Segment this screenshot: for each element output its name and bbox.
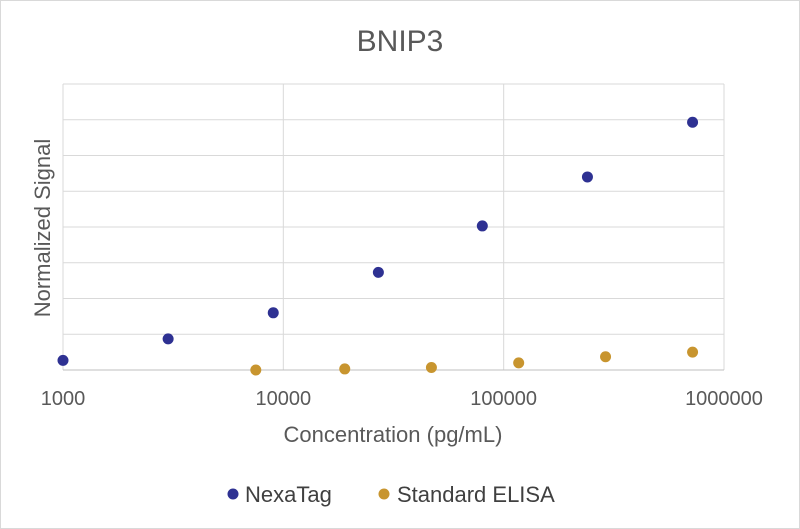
y-axis-title: Normalized Signal <box>30 139 55 318</box>
data-point <box>339 363 351 375</box>
data-point <box>476 220 488 232</box>
legend-label-standard-elisa: Standard ELISA <box>397 482 555 507</box>
legend-marker-nexatag <box>227 488 239 500</box>
data-point <box>372 266 384 278</box>
x-tick-label: 1000 <box>41 388 86 410</box>
data-point <box>425 361 437 373</box>
data-point <box>687 116 699 128</box>
legend-label-nexatag: NexaTag <box>245 482 332 507</box>
data-point <box>581 171 593 183</box>
x-tick-label: 1000000 <box>685 388 763 410</box>
legend-marker-standard-elisa <box>378 488 390 500</box>
x-tick-label: 100000 <box>470 388 537 410</box>
data-points <box>57 116 699 376</box>
data-point <box>687 346 699 358</box>
data-point <box>267 307 279 319</box>
legend: NexaTag Standard ELISA <box>227 482 555 507</box>
x-tick-labels: 1000 10000 100000 1000000 <box>41 388 763 410</box>
data-point <box>57 354 69 366</box>
data-point <box>600 351 612 363</box>
x-tick-label: 10000 <box>256 388 312 410</box>
data-point <box>513 357 525 369</box>
data-point <box>250 364 262 376</box>
x-axis-title: Concentration (pg/mL) <box>284 422 503 447</box>
series-0 <box>57 116 699 366</box>
grid-lines <box>62 83 725 371</box>
data-point <box>162 333 174 345</box>
series-1 <box>250 346 699 376</box>
chart-title: BNIP3 <box>357 25 444 58</box>
